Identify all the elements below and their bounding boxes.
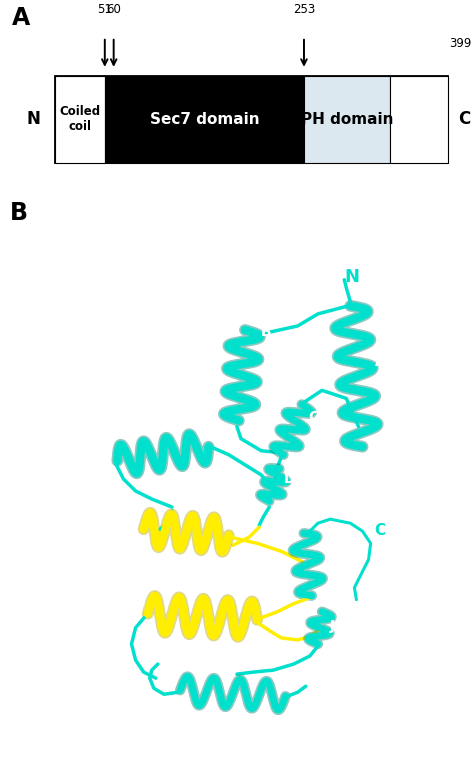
Text: C: C <box>374 524 386 538</box>
Text: G: G <box>121 515 133 528</box>
Text: B: B <box>261 325 272 339</box>
Bar <box>55 75 105 163</box>
Bar <box>55 75 448 163</box>
Text: 51: 51 <box>97 2 112 15</box>
Text: 253: 253 <box>293 2 315 15</box>
Text: D: D <box>283 472 295 486</box>
Text: Sec7 domain: Sec7 domain <box>150 112 259 127</box>
Text: PH domain: PH domain <box>301 112 393 127</box>
Bar <box>304 75 390 163</box>
Text: J: J <box>330 619 335 633</box>
Text: C: C <box>458 110 471 128</box>
Text: E: E <box>103 432 113 445</box>
Text: 60: 60 <box>106 2 121 15</box>
Text: N: N <box>26 110 40 128</box>
Text: I: I <box>233 702 238 716</box>
Text: B: B <box>9 201 27 226</box>
Bar <box>390 75 448 163</box>
Bar <box>105 75 304 163</box>
Text: H: H <box>134 595 145 609</box>
Text: A: A <box>12 6 30 30</box>
Text: N: N <box>344 268 359 286</box>
Text: A: A <box>374 355 385 369</box>
Text: Coiled
coil: Coiled coil <box>59 105 100 133</box>
Text: 399: 399 <box>449 37 471 50</box>
Text: F: F <box>324 550 334 565</box>
Text: C: C <box>308 410 318 423</box>
